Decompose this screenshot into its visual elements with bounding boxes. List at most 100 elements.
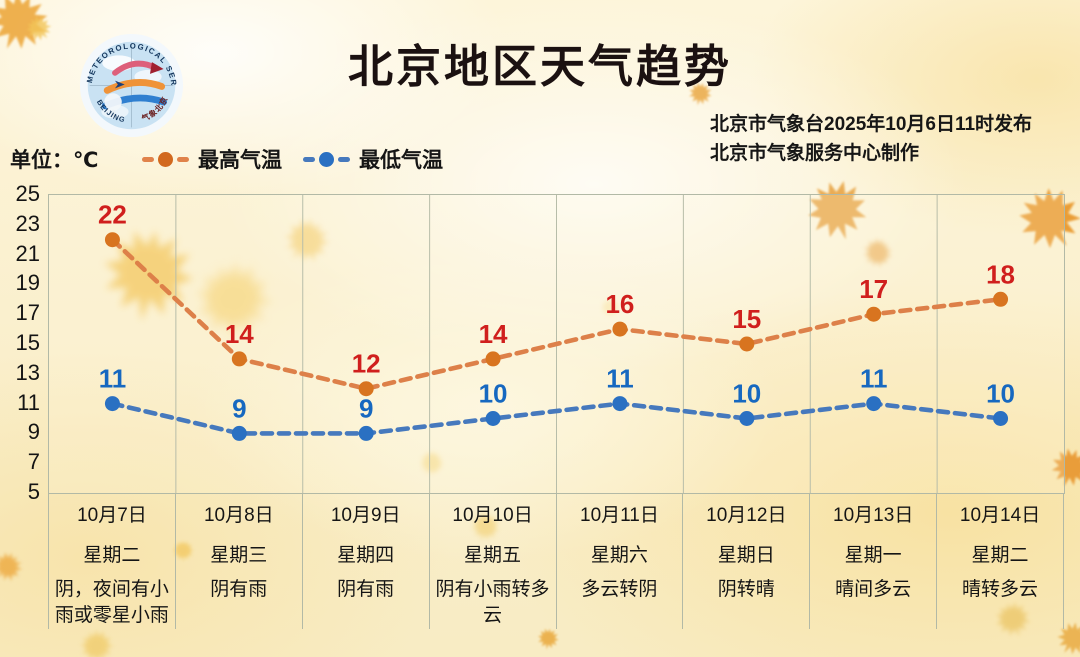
point-value-label: 9: [359, 393, 373, 423]
y-axis-tick: 9: [27, 419, 40, 445]
weather-label: 阴有雨: [210, 579, 268, 600]
weekday-label: 星期六: [590, 545, 648, 566]
legend-label-max: 最高气温: [198, 149, 282, 172]
dash-icon: [177, 156, 189, 162]
day-column: 10月12日 星期日阴转晴: [683, 493, 811, 629]
y-axis-tick: 5: [27, 479, 40, 504]
day-column: 10月9日星期四阴有雨: [303, 493, 430, 629]
weather-label: 阴转晴: [717, 579, 775, 600]
max-temp-line-swatch-icon: [142, 151, 189, 167]
meteorological-service-logo: METEOROLOGICAL SERVICE BEIJING 气象北京: [78, 32, 184, 138]
point-value-label: 11: [606, 364, 634, 394]
page-title: 北京地区天气趋势: [347, 41, 732, 92]
y-axis-tick: 23: [15, 210, 40, 236]
date-label: 10月10日: [452, 505, 533, 526]
publish-line-1: 北京市气象台2025年10月6日11时发布: [710, 114, 1033, 135]
y-axis-tick: 21: [15, 240, 40, 266]
date-label: 10月12日: [706, 505, 787, 526]
point-value-label: 10: [986, 379, 1015, 409]
y-axis-tick: 13: [15, 359, 40, 385]
date-label: 10月7日: [77, 505, 147, 526]
point-value-label: 14: [225, 319, 254, 349]
y-axis-tick: 11: [17, 389, 40, 415]
point-value-label: 16: [605, 289, 634, 319]
point-value-label: 10: [732, 379, 761, 409]
dot-icon: [158, 151, 173, 167]
data-point: [739, 411, 755, 426]
y-axis-tick: 15: [15, 330, 40, 355]
weather-label: 晴间多云: [835, 579, 912, 600]
point-value-label: 17: [859, 274, 888, 304]
weather-label: 阴有雨: [337, 579, 395, 600]
y-axis-tick: 17: [15, 300, 40, 326]
day-column: 10月13日 星期一晴间多云: [810, 493, 938, 629]
y-axis: 25 23 21 19 17 15 13 11 9 7 5: [0, 0, 40, 657]
publish-line-2: 北京市气象服务中心制作: [710, 143, 920, 164]
point-value-label: 15: [732, 304, 761, 334]
data-point: [739, 336, 755, 352]
point-value-label: 22: [98, 200, 127, 230]
weather-label: 晴转多云: [962, 579, 1039, 600]
point-value-label: 11: [99, 364, 127, 394]
data-point: [358, 381, 374, 397]
weather-label: 阴，夜间有小雨或零星小雨: [54, 579, 169, 626]
date-label: 10月8日: [203, 505, 274, 526]
date-label: 10月13日: [833, 505, 914, 526]
max-temp-line: [110, 237, 1003, 392]
data-point: [612, 396, 628, 412]
dot-icon: [319, 151, 334, 167]
data-point: [231, 351, 247, 367]
chart-plot-area: 22 14 12 14 16 15 17 18 11 9 9 10 11 10 11 10: [48, 194, 1065, 494]
data-point: [485, 411, 501, 426]
date-label: 10月11日: [580, 505, 659, 526]
weekday-label: 星期二: [971, 545, 1029, 566]
point-value-label: 10: [479, 379, 508, 409]
temperature-line-chart: 22 14 12 14 16 15 17 18 11 9 9 10 11 10 11 10: [98, 195, 1015, 493]
point-value-label: 12: [352, 349, 381, 379]
dash-icon: [303, 156, 315, 162]
day-column: 10月8日星期三阴有雨: [176, 493, 303, 629]
unit-label: 单位：℃: [10, 149, 99, 172]
data-point: [866, 306, 882, 322]
day-column: 10月14日 星期二晴转多云: [937, 493, 1064, 629]
weekday-label: 星期四: [337, 545, 395, 566]
legend-item-min-temp: 最低气温: [303, 145, 443, 173]
min-temp-line: [110, 401, 1003, 436]
data-point: [612, 321, 628, 337]
weather-label: 多云转阴: [581, 579, 658, 600]
dash-icon: [142, 156, 154, 162]
x-axis-labels: 10月7日 星期二 阴，夜间有小雨或零星小雨 10月8日 星期三 阴有雨 10月9日 星期四阴…: [48, 493, 1064, 629]
day-column: 10月11日 星期六多云转阴: [557, 493, 684, 629]
data-point: [104, 396, 120, 412]
weather-label: 阴有小雨转多云: [435, 579, 550, 626]
weekday-label: 星期一: [844, 545, 902, 566]
data-point: [993, 411, 1009, 426]
data-point: [231, 425, 247, 441]
weekday-label: 星期五: [464, 545, 522, 566]
data-point: [866, 396, 882, 412]
point-value-label: 11: [860, 364, 888, 394]
weekday-label: 星期三: [210, 545, 268, 566]
date-label: 10月14日: [959, 505, 1041, 526]
date-label: 10月9日: [330, 505, 401, 526]
min-temp-line-swatch-icon: [303, 151, 350, 167]
day-column: 10月7日星期二阴，夜间有小雨或零星小雨: [49, 493, 176, 629]
day-column: 10月10日 星期五阴有小雨转多云: [430, 493, 557, 629]
publish-info: 北京市气象台2025年10月6日11时发布 北京市气象服务中心制作: [710, 110, 1032, 168]
data-point: [993, 291, 1009, 307]
data-point: [358, 425, 374, 441]
data-point: [485, 351, 501, 367]
point-value-label: 9: [232, 393, 246, 423]
point-value-label: 18: [986, 259, 1015, 289]
y-axis-tick: 7: [27, 449, 40, 475]
weekday-label: 星期日: [717, 545, 775, 566]
y-axis-tick: 25: [15, 181, 40, 206]
legend-label-min: 最低气温: [359, 149, 443, 172]
y-axis-tick: 19: [15, 270, 40, 296]
legend-item-max-temp: 最高气温: [142, 145, 282, 173]
data-point: [104, 232, 120, 248]
dash-icon: [338, 156, 350, 162]
weekday-label: 星期二: [83, 545, 141, 566]
point-value-label: 14: [479, 319, 508, 349]
